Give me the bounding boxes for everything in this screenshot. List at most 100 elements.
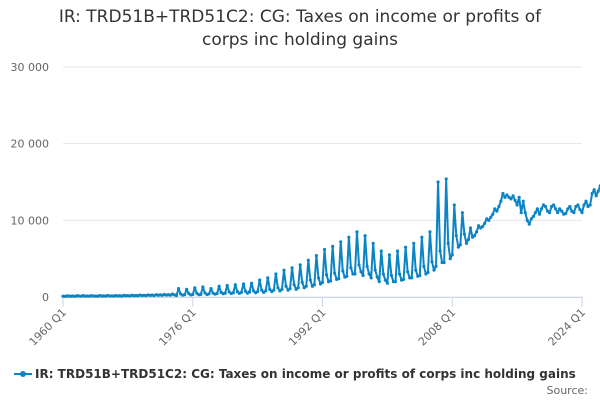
data-point[interactable] bbox=[193, 286, 197, 290]
data-point[interactable] bbox=[592, 188, 596, 192]
data-point[interactable] bbox=[452, 203, 456, 207]
data-point[interactable] bbox=[288, 286, 292, 291]
data-point[interactable] bbox=[298, 263, 302, 267]
data-point[interactable] bbox=[428, 230, 432, 234]
data-point[interactable] bbox=[264, 289, 268, 293]
data-point[interactable] bbox=[594, 194, 598, 198]
data-point[interactable] bbox=[331, 244, 335, 248]
data-point[interactable] bbox=[280, 287, 284, 291]
data-point[interactable] bbox=[410, 276, 414, 280]
data-point[interactable] bbox=[341, 269, 345, 273]
data-point[interactable] bbox=[578, 208, 582, 212]
data-point[interactable] bbox=[395, 249, 400, 253]
data-point[interactable] bbox=[369, 276, 373, 280]
data-point[interactable] bbox=[543, 204, 548, 209]
data-point[interactable] bbox=[460, 211, 464, 215]
data-point[interactable] bbox=[590, 191, 594, 196]
data-point[interactable] bbox=[258, 278, 262, 282]
data-point[interactable] bbox=[393, 280, 398, 284]
data-point[interactable] bbox=[347, 235, 351, 239]
data-point[interactable] bbox=[199, 292, 203, 296]
data-point[interactable] bbox=[438, 249, 442, 253]
data-point[interactable] bbox=[272, 288, 276, 292]
data-point[interactable] bbox=[375, 275, 379, 279]
data-point[interactable] bbox=[290, 266, 294, 270]
data-point[interactable] bbox=[256, 290, 260, 294]
data-point[interactable] bbox=[383, 278, 387, 282]
data-point[interactable] bbox=[365, 264, 369, 268]
data-point[interactable] bbox=[582, 203, 586, 207]
data-point[interactable] bbox=[320, 280, 325, 285]
data-point[interactable] bbox=[495, 209, 499, 213]
data-point[interactable] bbox=[385, 281, 389, 285]
data-point[interactable] bbox=[493, 207, 497, 211]
data-point[interactable] bbox=[243, 289, 248, 293]
data-point[interactable] bbox=[474, 230, 479, 234]
data-point[interactable] bbox=[503, 195, 507, 199]
data-point[interactable] bbox=[418, 273, 422, 278]
data-point[interactable] bbox=[353, 272, 357, 276]
data-point[interactable] bbox=[414, 268, 418, 272]
data-point[interactable] bbox=[233, 283, 237, 287]
data-point[interactable] bbox=[349, 266, 353, 270]
data-point[interactable] bbox=[456, 245, 460, 249]
data-point[interactable] bbox=[276, 286, 280, 290]
data-point[interactable] bbox=[462, 232, 467, 236]
data-point[interactable] bbox=[436, 180, 440, 184]
data-point[interactable] bbox=[314, 254, 319, 258]
data-point[interactable] bbox=[300, 280, 304, 285]
data-point[interactable] bbox=[185, 287, 189, 291]
data-point[interactable] bbox=[412, 241, 416, 245]
data-point[interactable] bbox=[517, 195, 521, 199]
data-point[interactable] bbox=[339, 240, 343, 244]
data-point[interactable] bbox=[468, 226, 473, 230]
data-point[interactable] bbox=[363, 234, 367, 238]
data-point[interactable] bbox=[531, 214, 535, 219]
data-point[interactable] bbox=[420, 235, 424, 239]
data-point[interactable] bbox=[225, 283, 229, 288]
data-point[interactable] bbox=[379, 249, 383, 253]
data-point[interactable] bbox=[491, 212, 495, 216]
data-point[interactable] bbox=[406, 270, 410, 274]
data-point[interactable] bbox=[537, 212, 542, 216]
data-point[interactable] bbox=[477, 224, 481, 228]
data-point[interactable] bbox=[584, 199, 588, 203]
data-point[interactable] bbox=[588, 203, 592, 207]
data-point[interactable] bbox=[284, 284, 288, 288]
data-point[interactable] bbox=[576, 203, 580, 207]
data-point[interactable] bbox=[337, 277, 341, 281]
data-point[interactable] bbox=[260, 288, 264, 292]
data-point[interactable] bbox=[333, 271, 337, 275]
data-point[interactable] bbox=[249, 281, 254, 285]
data-point[interactable] bbox=[387, 253, 391, 257]
data-point[interactable] bbox=[521, 199, 525, 203]
data-point[interactable] bbox=[361, 273, 365, 278]
data-point[interactable] bbox=[442, 260, 446, 265]
data-point[interactable] bbox=[547, 211, 552, 215]
data-point[interactable] bbox=[505, 193, 509, 197]
data-point[interactable] bbox=[183, 293, 187, 297]
data-point[interactable] bbox=[481, 224, 485, 229]
data-point[interactable] bbox=[223, 291, 227, 295]
data-point[interactable] bbox=[282, 268, 286, 272]
data-point[interactable] bbox=[525, 218, 529, 222]
data-point[interactable] bbox=[316, 276, 321, 280]
data-point[interactable] bbox=[324, 273, 329, 277]
data-point[interactable] bbox=[554, 207, 558, 211]
data-point[interactable] bbox=[207, 292, 211, 296]
data-point[interactable] bbox=[535, 207, 540, 211]
data-point[interactable] bbox=[552, 203, 556, 207]
data-point[interactable] bbox=[371, 241, 375, 245]
data-point[interactable] bbox=[572, 211, 576, 215]
data-point[interactable] bbox=[499, 199, 503, 203]
data-point[interactable] bbox=[519, 211, 523, 215]
data-point[interactable] bbox=[529, 217, 533, 221]
data-point[interactable] bbox=[564, 211, 568, 216]
data-point[interactable] bbox=[454, 234, 458, 238]
data-point[interactable] bbox=[533, 211, 537, 215]
data-point[interactable] bbox=[580, 211, 584, 215]
data-point[interactable] bbox=[446, 241, 450, 245]
data-point[interactable] bbox=[322, 247, 327, 252]
data-point[interactable] bbox=[426, 270, 430, 275]
data-point[interactable] bbox=[566, 207, 570, 211]
